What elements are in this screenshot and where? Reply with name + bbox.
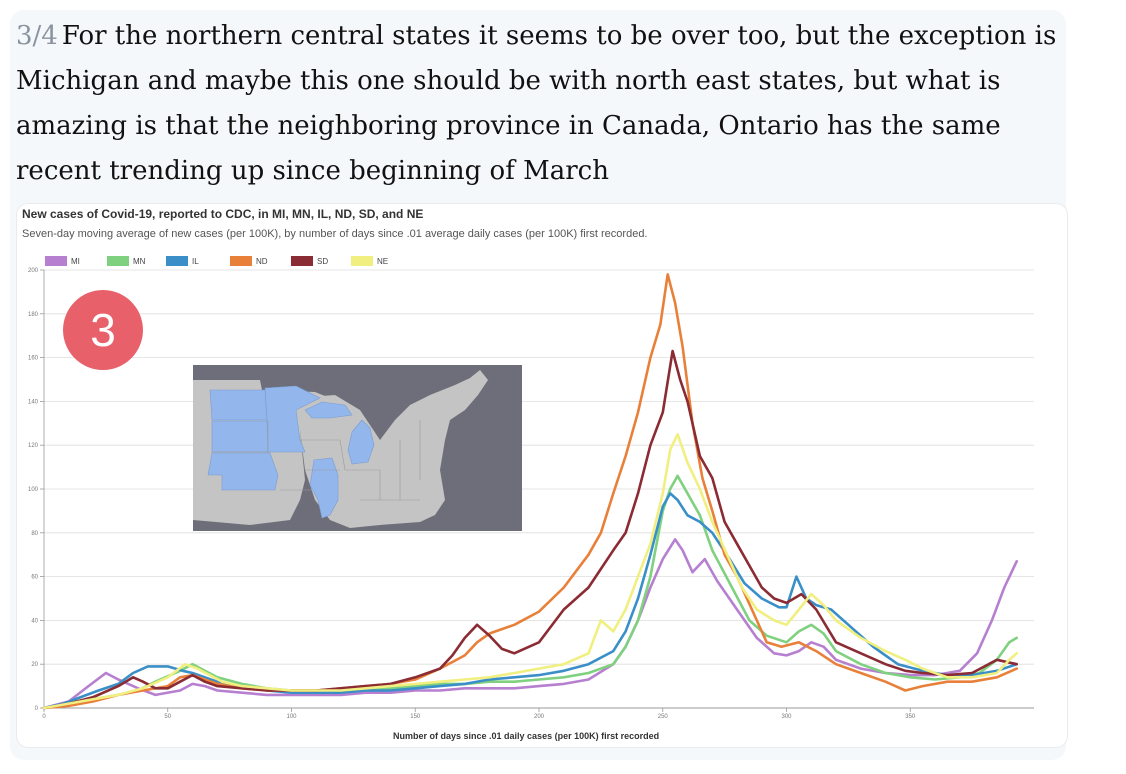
series-line-il [42, 492, 1018, 710]
x-axis-label: Number of days since .01 daily cases (pe… [393, 731, 660, 741]
legend-label-nd: ND [256, 257, 268, 266]
legend-label-sd: SD [317, 257, 328, 266]
y-tick-label: 100 [28, 487, 39, 493]
number-badge: 3 [63, 290, 143, 370]
axes: 0 20 40 60 80 100 120 140 160 180 200 0 50 100 150 200 2… [28, 268, 916, 720]
legend-swatch-mn [107, 256, 129, 266]
chart-title: New cases of Covid-19, reported to CDC, … [22, 207, 424, 221]
map-inset [193, 365, 522, 531]
legend-swatch-ne [351, 256, 373, 266]
legend-swatch-nd [230, 256, 252, 266]
badge-label: 3 [90, 304, 116, 356]
legend: MI MN IL ND SD NE [45, 256, 388, 266]
series-lines [42, 273, 1018, 710]
legend-swatch-il [166, 256, 188, 266]
series-line-mi [42, 538, 1018, 710]
legend-swatch-sd [291, 256, 313, 266]
y-tick-label: 20 [31, 662, 38, 668]
y-tick-label: 80 [31, 531, 38, 537]
map-state-il [309, 457, 339, 519]
x-tick-label: 0 [42, 714, 46, 720]
y-tick-label: 40 [31, 618, 38, 624]
series-line-ne [42, 433, 1018, 710]
tweet-body: For the northern central states it seems… [16, 21, 1057, 186]
thread-counter: 3/4 [16, 21, 58, 51]
tweet-text: 3/4 For the northern central states it se… [16, 14, 1076, 194]
y-tick-label: 0 [35, 706, 39, 712]
x-tick-label: 150 [410, 714, 421, 720]
x-tick-label: 300 [781, 714, 792, 720]
series-line-sd [42, 349, 1018, 710]
y-tick-label: 140 [28, 399, 39, 405]
x-tick-label: 100 [286, 714, 297, 720]
map-state-ne [207, 452, 279, 491]
x-tick-label: 350 [905, 714, 916, 720]
map-state-mi-upper [304, 401, 353, 419]
y-tick-label: 160 [28, 356, 39, 362]
legend-label-mn: MN [133, 257, 146, 266]
x-tick-label: 50 [164, 714, 171, 720]
chart-image-card[interactable] [16, 203, 1068, 748]
map-state-nd [209, 389, 268, 421]
x-tick-label: 200 [534, 714, 545, 720]
map-state-sd [211, 420, 271, 453]
legend-label-mi: MI [71, 257, 80, 266]
y-tick-label: 120 [28, 443, 39, 449]
badge-circle [63, 290, 143, 370]
y-tick-label: 200 [28, 268, 39, 274]
series-line-nd [42, 273, 1018, 710]
map-borders [212, 420, 421, 501]
legend-label-ne: NE [377, 257, 388, 266]
legend-label-il: IL [192, 257, 199, 266]
y-tick-label: 180 [28, 312, 39, 318]
y-tick-label: 60 [31, 575, 38, 581]
legend-swatch-mi [45, 256, 67, 266]
x-tick-label: 250 [658, 714, 669, 720]
map-state-mi-lower [347, 419, 375, 465]
series-line-mn [42, 474, 1018, 710]
chart-subtitle: Seven-day moving average of new cases (p… [22, 228, 648, 240]
